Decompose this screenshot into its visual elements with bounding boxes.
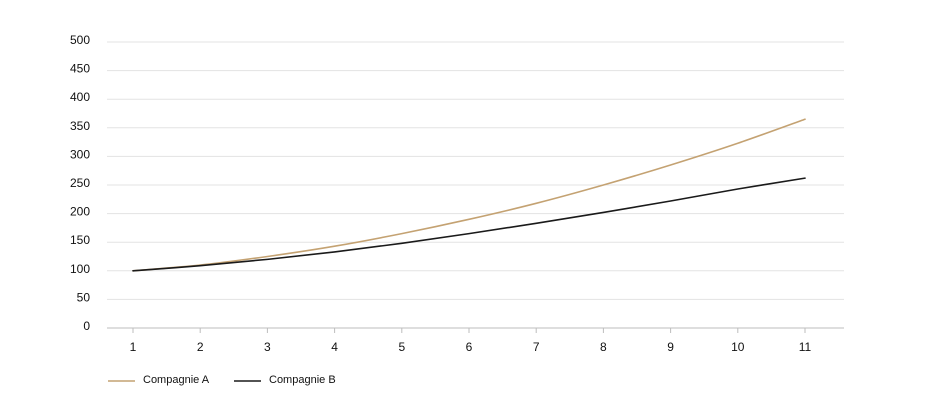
y-tick-label: 200 [70,205,90,219]
legend-label: Compagnie A [143,374,210,386]
x-tick-label: 3 [264,340,271,354]
y-tick-label: 400 [70,90,90,104]
x-tick-label: 9 [667,340,674,354]
y-tick-label: 50 [77,290,91,304]
x-tick-label: 4 [331,340,338,354]
x-axis-ticks: 1 2 3 4 5 6 7 8 9 10 11 [130,328,812,354]
y-tick-label: 150 [70,233,90,247]
y-tick-label: 100 [70,262,90,276]
x-tick-label: 10 [731,340,745,354]
x-tick-label: 8 [600,340,607,354]
x-tick-label: 11 [799,340,812,354]
legend: Compagnie A Compagnie B [108,374,336,386]
y-tick-label: 500 [70,33,90,47]
x-tick-label: 2 [197,340,204,354]
x-tick-label: 7 [533,340,540,354]
gridlines [107,41,844,300]
y-tick-label: 350 [70,119,90,133]
series-lines [132,118,806,272]
y-tick-label: 300 [70,147,90,161]
y-axis-tick-labels: 0 50 100 150 200 250 300 350 400 450 500 [70,33,90,333]
y-tick-label: 0 [83,319,90,333]
series-line-compagnie-a [132,118,806,272]
x-tick-label: 5 [398,340,405,354]
series-line-compagnie-b [132,177,806,272]
y-tick-label: 250 [70,176,90,190]
legend-label: Compagnie B [269,374,336,386]
x-tick-label: 1 [130,340,137,354]
x-tick-label: 6 [466,340,473,354]
y-tick-label: 450 [70,62,90,76]
